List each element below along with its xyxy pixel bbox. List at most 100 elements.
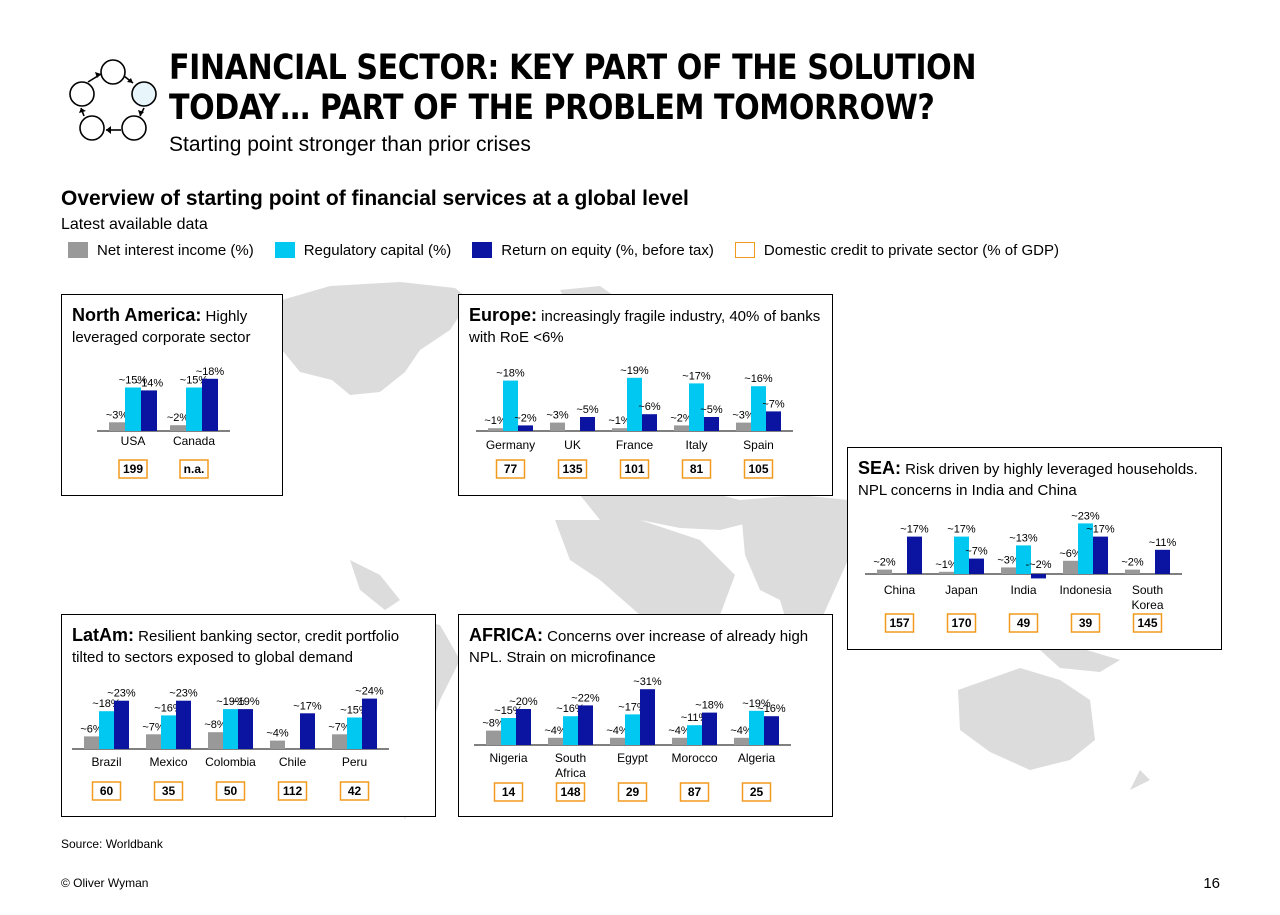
panel-title-bold: North America: (72, 305, 202, 325)
data-label: ~11% (1149, 537, 1177, 549)
bar-capital (186, 387, 202, 431)
data-label: ~6% (80, 723, 103, 735)
data-label: ~16% (744, 373, 773, 385)
category-label: France (616, 438, 654, 452)
bar-nii (672, 737, 687, 745)
data-label: ~18% (196, 366, 225, 378)
category-label: Peru (342, 755, 367, 769)
data-label: ~17% (900, 524, 929, 536)
bar-nii (332, 734, 347, 749)
bar-capital (627, 377, 642, 431)
chart-heading: Overview of starting point of financial … (61, 187, 689, 210)
category-label-line: South (555, 751, 586, 765)
data-label: ~5% (576, 404, 599, 416)
data-label: ~13% (1009, 532, 1038, 544)
category-label: Japan (945, 583, 978, 597)
bar-capital (625, 714, 640, 745)
chart-europe: ~1% ~18% ~2% Germany 77 ~3% ~5% UK 135 ~1% ~19% ~6%… (476, 365, 793, 479)
legend: Net interest income (%) Regulatory capit… (61, 238, 1073, 262)
data-label: ~6% (638, 401, 661, 413)
bar-nii (736, 422, 751, 431)
bar-roe (114, 700, 129, 749)
credit-value: 25 (750, 785, 764, 799)
bar-roe (238, 709, 253, 749)
bar-nii (550, 422, 565, 431)
credit-value: 35 (162, 784, 176, 798)
data-label: ~4% (544, 725, 567, 737)
bar-nii (488, 428, 503, 431)
bar-capital (1016, 545, 1031, 574)
bar-roe (1155, 549, 1170, 574)
data-label: ~1% (484, 415, 507, 427)
bar-roe (764, 716, 779, 745)
credit-box (153, 781, 184, 801)
bar-nii (1125, 569, 1140, 574)
data-label: ~3% (106, 409, 129, 421)
bar-roe (1031, 574, 1046, 579)
panel-africa: AFRICA: Concerns over increase of alread… (458, 614, 833, 817)
data-label: ~15% (340, 705, 369, 717)
data-label: ~17% (947, 524, 976, 536)
bar-roe (642, 414, 657, 431)
bar-roe (141, 390, 157, 431)
data-label: ~7% (328, 721, 351, 733)
legend-label: Return on equity (%, before tax) (501, 241, 714, 259)
data-label: ~2% (670, 412, 693, 424)
credit-box (743, 459, 774, 479)
panel-latam: LatAm: Resilient banking sector, credit … (61, 614, 436, 817)
data-label: ~8% (204, 719, 227, 731)
credit-value: 29 (626, 785, 640, 799)
bar-roe (580, 417, 595, 431)
credit-box (1070, 613, 1101, 633)
panel-title: Europe: increasingly fragile industry, 4… (469, 305, 824, 348)
data-label: ~19% (231, 696, 260, 708)
credit-value: n.a. (184, 462, 205, 476)
credit-value: 101 (624, 462, 644, 476)
bar-nii (109, 422, 125, 431)
credit-box (1008, 613, 1039, 633)
credit-value: 145 (1137, 616, 1157, 630)
panel-title-text: Concerns over increase of already high N… (469, 628, 809, 666)
data-label: ~23% (107, 688, 136, 700)
data-label: ~15% (494, 705, 523, 717)
data-label: ~5% (700, 404, 723, 416)
credit-value: 49 (1017, 616, 1031, 630)
category-label: Germany (486, 438, 535, 452)
bar-roe (300, 713, 315, 749)
map-asia (740, 495, 848, 610)
data-label: ~2% (1121, 557, 1144, 569)
bar-capital (503, 380, 518, 431)
data-label: ~4% (668, 725, 691, 737)
category-label: Mexico (149, 755, 187, 769)
bar-nii (208, 732, 223, 749)
data-label: ~31% (633, 676, 662, 688)
legend-label: Regulatory capital (%) (303, 241, 452, 259)
credit-box (277, 781, 308, 801)
map-sea-islands (1040, 648, 1120, 672)
data-label: ~19% (742, 698, 771, 710)
copyright: © Oliver Wyman (61, 876, 149, 890)
data-label: ~19% (620, 365, 649, 377)
data-label: ~11% (681, 712, 709, 724)
credit-value: 42 (348, 784, 362, 798)
bar-nii (610, 737, 625, 745)
bar-nii (84, 736, 99, 749)
bar-capital (749, 710, 764, 745)
credit-value: 87 (688, 785, 702, 799)
data-label: ~2% (514, 412, 537, 424)
data-label: ~23% (169, 688, 198, 700)
panel-title-text: Resilient banking sector, credit portfol… (72, 628, 400, 666)
credit-box (741, 782, 772, 802)
panel-title: LatAm: Resilient banking sector, credit … (72, 625, 427, 668)
credit-box (681, 459, 712, 479)
data-label: ~15% (180, 375, 209, 387)
credit-box (946, 613, 977, 633)
credit-box (617, 782, 648, 802)
legend-swatch-outline (734, 242, 755, 258)
map-new-zealand (1130, 770, 1150, 790)
bar-roe (702, 712, 717, 745)
bar-roe (907, 536, 922, 574)
chart-sea: ~2% ~17% China 157 ~1% ~17% ~7% Japan 170 ~3% ~13%… (865, 510, 1182, 633)
credit-box (495, 459, 526, 479)
